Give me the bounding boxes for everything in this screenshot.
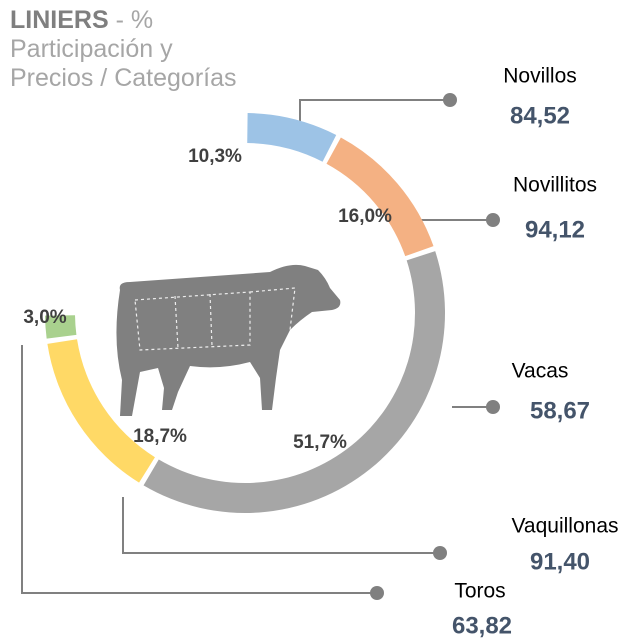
category-name: Novillos [503, 65, 577, 88]
percent-label: 10,3% [188, 146, 242, 167]
donut-segment [326, 137, 433, 256]
category-name: Toros [454, 580, 505, 603]
cow-silhouette [116, 265, 340, 416]
percent-label: 3,0% [23, 307, 66, 328]
percent-label: 16,0% [338, 206, 392, 227]
title-bold: LINIERS [10, 6, 109, 34]
percent-label: 51,7% [293, 432, 347, 453]
infographic: 10,3% Novillos 84,52 16,0% Novillitos 94,12 51… [0, 0, 636, 638]
category-name: Vacas [512, 360, 569, 383]
chart: 10,3% Novillos 84,52 16,0% Novillitos 94,12 51… [0, 0, 636, 638]
percent-label: 18,7% [133, 426, 187, 447]
category-name: Vaquillonas [511, 515, 618, 538]
chart-title: LINIERS - % Participación y Precios / Ca… [10, 6, 240, 93]
price-label: 84,52 [510, 102, 570, 129]
category-name: Novillitos [513, 174, 597, 197]
donut-segment [247, 113, 336, 162]
price-label: 94,12 [525, 216, 585, 243]
price-label: 63,82 [452, 612, 512, 638]
price-label: 91,40 [530, 548, 590, 575]
price-label: 58,67 [530, 397, 590, 424]
